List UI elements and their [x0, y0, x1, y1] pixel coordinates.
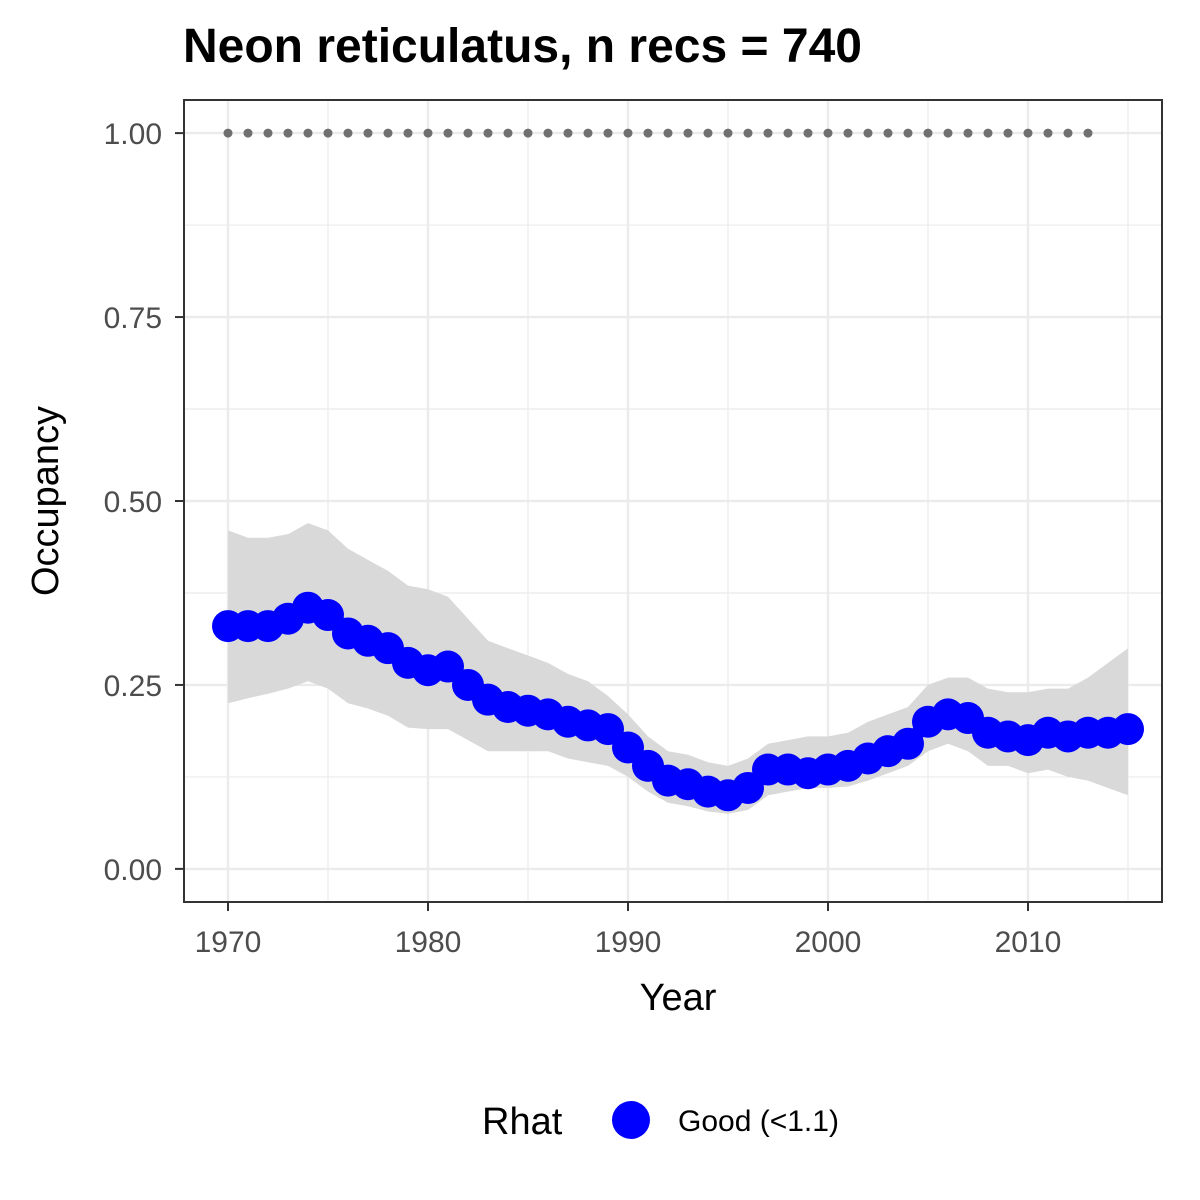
- reference-point: [723, 128, 733, 138]
- x-tick-label: 1970: [195, 926, 262, 959]
- reference-point: [223, 128, 233, 138]
- reference-point: [563, 128, 573, 138]
- reference-point: [463, 128, 473, 138]
- reference-point: [923, 128, 933, 138]
- reference-point: [243, 128, 253, 138]
- reference-point: [983, 128, 993, 138]
- y-axis: 0.00 0.25 0.50 0.75 1.00: [104, 118, 184, 887]
- reference-point: [363, 128, 373, 138]
- reference-point: [603, 128, 613, 138]
- reference-point: [1003, 128, 1013, 138]
- reference-point: [303, 128, 313, 138]
- x-axis-title: Year: [640, 977, 717, 1019]
- reference-point: [823, 128, 833, 138]
- reference-points-layer: [223, 128, 1093, 138]
- reference-point: [663, 128, 673, 138]
- x-axis: 1970 1980 1990 2000 2010: [195, 902, 1062, 959]
- reference-point: [503, 128, 513, 138]
- reference-point: [263, 128, 273, 138]
- reference-point: [1063, 128, 1073, 138]
- y-tick-label: 0.50: [104, 486, 162, 519]
- reference-point: [743, 128, 753, 138]
- y-tick-label: 0.25: [104, 670, 162, 703]
- chart-title: Neon reticulatus, n recs = 740: [183, 20, 862, 73]
- y-axis-title: Occupancy: [25, 406, 67, 596]
- reference-point: [1023, 128, 1033, 138]
- reference-point: [323, 128, 333, 138]
- reference-point: [583, 128, 593, 138]
- occupancy-point: [1112, 713, 1144, 746]
- reference-point: [543, 128, 553, 138]
- reference-point: [763, 128, 773, 138]
- reference-point: [863, 128, 873, 138]
- y-tick-label: 0.00: [104, 854, 162, 887]
- reference-point: [803, 128, 813, 138]
- reference-point: [643, 128, 653, 138]
- reference-point: [523, 128, 533, 138]
- reference-point: [963, 128, 973, 138]
- reference-point: [943, 128, 953, 138]
- reference-point: [623, 128, 633, 138]
- reference-point: [483, 128, 493, 138]
- reference-point: [283, 128, 293, 138]
- x-tick-label: 2010: [995, 926, 1062, 959]
- occupancy-series-layer: [212, 591, 1144, 812]
- legend-label-good: Good (<1.1): [678, 1105, 839, 1138]
- reference-point: [843, 128, 853, 138]
- reference-point: [703, 128, 713, 138]
- y-tick-label: 0.75: [104, 302, 162, 335]
- x-tick-label: 1990: [595, 926, 662, 959]
- reference-point: [1043, 128, 1053, 138]
- reference-point: [383, 128, 393, 138]
- reference-point: [403, 128, 413, 138]
- reference-point: [343, 128, 353, 138]
- reference-point: [903, 128, 913, 138]
- x-tick-label: 2000: [795, 926, 862, 959]
- y-tick-label: 1.00: [104, 118, 162, 151]
- reference-point: [783, 128, 793, 138]
- reference-point: [423, 128, 433, 138]
- legend-title: Rhat: [482, 1101, 563, 1143]
- reference-point: [883, 128, 893, 138]
- legend-key-good: [612, 1101, 650, 1139]
- occupancy-point: [892, 727, 924, 760]
- x-tick-label: 1980: [395, 926, 462, 959]
- reference-point: [683, 128, 693, 138]
- reference-point: [1083, 128, 1093, 138]
- legend: Rhat Good (<1.1): [482, 1101, 839, 1143]
- reference-point: [443, 128, 453, 138]
